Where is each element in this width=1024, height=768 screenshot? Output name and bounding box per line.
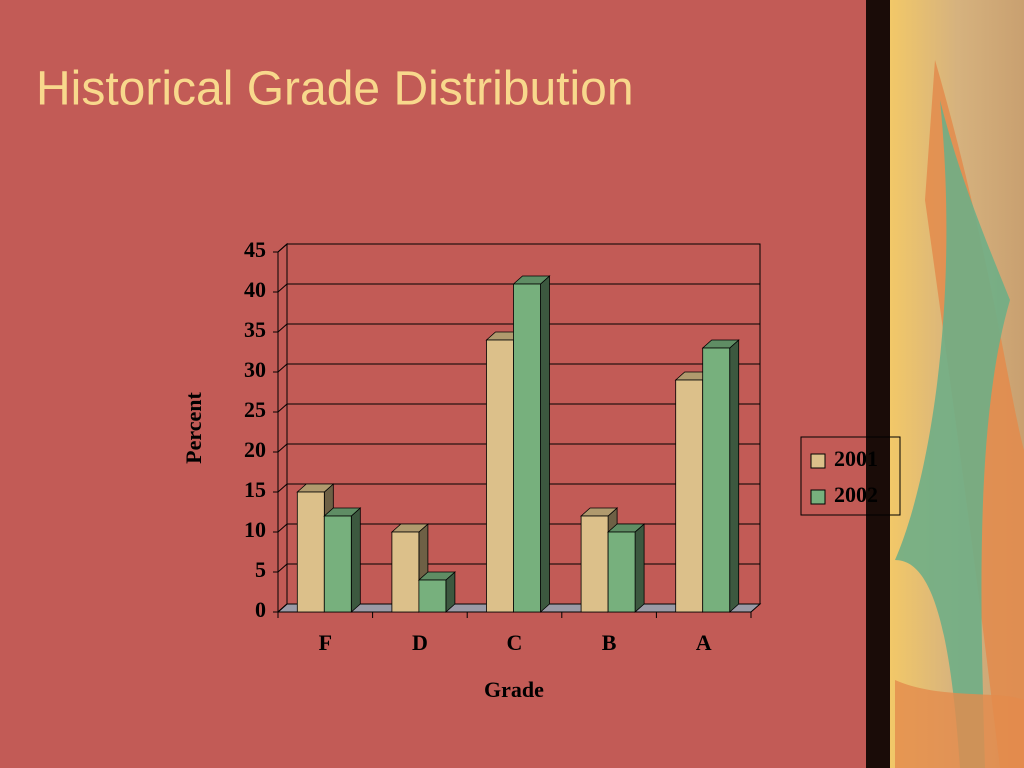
y-tick-label: 20: [244, 437, 266, 462]
grid-line-side: [277, 603, 288, 613]
bar: [607, 531, 636, 613]
bar: [323, 515, 352, 613]
grid-line-side: [277, 243, 288, 253]
legend-label: 2002: [834, 482, 878, 507]
x-tick-label: A: [696, 630, 712, 655]
y-tick-label: 30: [244, 357, 266, 382]
y-tick-label: 15: [244, 477, 266, 502]
y-tick-label: 45: [244, 237, 266, 262]
y-tick-label: 35: [244, 317, 266, 342]
y-tick-label: 0: [255, 597, 266, 622]
y-tick-label: 10: [244, 517, 266, 542]
bar: [675, 379, 704, 613]
legend-swatch: [810, 453, 826, 469]
x-tick-label: D: [412, 630, 428, 655]
grid-line-side: [277, 483, 288, 493]
bar: [486, 339, 514, 613]
legend-box: [800, 436, 901, 516]
grid-line-side: [277, 323, 288, 333]
decor-leaf: [895, 100, 1010, 768]
legend-swatch: [810, 489, 826, 505]
y-axis-title-clip: Percent: [181, 392, 206, 464]
decor-base: [895, 680, 1024, 768]
bar: [418, 579, 447, 613]
bar: [296, 491, 325, 613]
x-tick-label: C: [507, 630, 523, 655]
divider: [866, 0, 890, 768]
grid-line-side: [277, 283, 288, 293]
bar: [391, 531, 420, 613]
grid-line-side: [277, 523, 288, 533]
y-tick-label: 25: [244, 397, 266, 422]
y-tick-label: 40: [244, 277, 266, 302]
y-axis-title: Percent: [181, 392, 206, 464]
y-tick-label: 5: [255, 557, 266, 582]
grid-line-side: [277, 363, 288, 373]
x-axis-title: Grade: [484, 677, 544, 702]
bar: [702, 347, 731, 613]
grid-line-side: [277, 563, 288, 573]
bar-side: [729, 339, 740, 613]
grid-line-side: [277, 443, 288, 453]
bar-side: [540, 275, 550, 613]
legend-label: 2001: [834, 446, 878, 471]
bar: [580, 515, 609, 613]
bar: [513, 283, 541, 613]
bar-side: [634, 523, 645, 613]
grid-line-side: [277, 403, 288, 413]
chart-title: Historical Grade Distribution: [36, 63, 634, 116]
bar-side: [350, 507, 361, 613]
x-tick-label: F: [319, 630, 332, 655]
x-tick-label: B: [602, 630, 617, 655]
chart: 0 5 10 15 20 25 30 35 40 45 F D C B A 2001 2002: [244, 237, 878, 655]
